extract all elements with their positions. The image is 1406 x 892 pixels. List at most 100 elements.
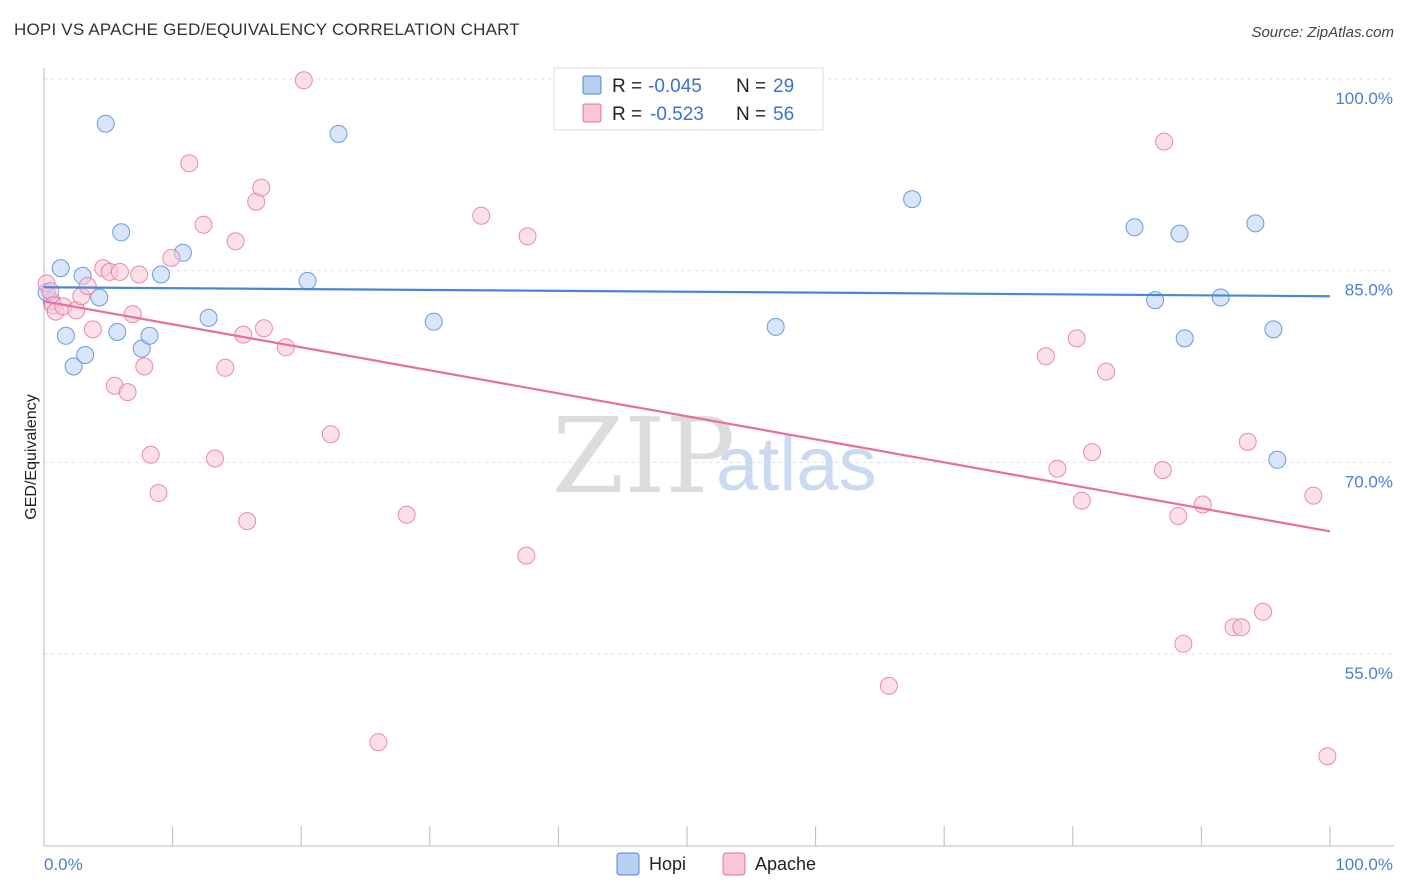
legend-apache-r-value: -0.523 (650, 104, 704, 125)
y-axis-label: GED/Equivalency (23, 394, 40, 519)
legend-apache-n-value: 56 (773, 104, 794, 125)
apache-point-23 (216, 358, 235, 377)
hopi-point-12 (152, 265, 170, 284)
series-hopi (37, 114, 1287, 469)
hopi-point-16 (329, 124, 348, 143)
apache-point-17 (141, 445, 160, 464)
apache-point-54 (1304, 486, 1323, 505)
apache-point-22 (206, 449, 224, 468)
apache-point-28 (252, 178, 271, 197)
apache-point-7 (78, 277, 97, 295)
x-ticks (172, 826, 1331, 846)
apache-point-42 (1072, 491, 1091, 510)
apache-point-36 (517, 546, 536, 565)
legend-apache-n-label: N = (736, 104, 766, 125)
hopi-point-24 (1211, 288, 1230, 307)
apache-point-47 (1169, 507, 1188, 525)
apache-point-13 (118, 383, 137, 402)
x-tick-label-0: 0.0% (44, 855, 83, 874)
hopi-trend-line (43, 286, 1331, 298)
apache-point-15 (130, 265, 149, 284)
trend-lines (43, 286, 1331, 533)
apache-point-21 (194, 215, 213, 234)
hopi-point-14 (199, 308, 218, 327)
legend-hopi-n-label: N = (736, 76, 766, 97)
hopi-point-26 (1264, 320, 1283, 339)
legend: R = -0.045 N = 29 R = -0.523 N = 56 (553, 67, 824, 131)
hopi-point-1 (51, 259, 70, 278)
apache-point-35 (472, 206, 491, 225)
x-tick-labels: 0.0% 100.0% (44, 855, 1393, 874)
watermark-atlas: atlas (716, 422, 877, 507)
apache-point-8 (83, 320, 102, 339)
apache-point-29 (254, 319, 273, 338)
y-tick-label-1: 85.0% (1345, 281, 1393, 300)
apache-point-20 (180, 154, 199, 173)
hopi-point-20 (1125, 218, 1144, 237)
bottom-legend: Hopi Apache (616, 852, 816, 876)
hopi-point-2 (56, 326, 75, 345)
apache-point-37 (518, 227, 537, 246)
hopi-point-11 (140, 326, 159, 345)
hopi-point-17 (424, 312, 443, 331)
apache-point-30 (276, 338, 295, 357)
apache-point-51 (1232, 618, 1251, 637)
apache-point-48 (1174, 634, 1193, 653)
apache-point-25 (234, 325, 253, 344)
hopi-point-8 (108, 323, 127, 341)
apache-point-39 (1036, 347, 1055, 366)
legend-hopi-swatch (582, 75, 602, 95)
legend-apache-r-label: R = (612, 104, 642, 125)
apache-point-32 (321, 425, 340, 444)
gridlines (44, 78, 1394, 655)
bottom-legend-hopi-label: Hopi (649, 854, 686, 874)
y-tick-label-2: 70.0% (1345, 472, 1393, 491)
apache-point-24 (226, 232, 245, 251)
apache-point-19 (162, 248, 181, 267)
apache-point-46 (1153, 461, 1172, 479)
legend-hopi-r-value: -0.045 (648, 76, 702, 97)
hopi-point-3 (64, 357, 83, 376)
hopi-point-19 (903, 190, 922, 209)
hopi-point-7 (96, 114, 115, 133)
apache-point-45 (1155, 132, 1174, 151)
hopi-point-23 (1175, 329, 1194, 348)
chart-title: HOPI VS APACHE GED/EQUIVALENCY CORRELATI… (14, 20, 520, 39)
hopi-point-25 (1246, 214, 1265, 233)
apache-trend-line (43, 300, 1331, 533)
hopi-point-6 (90, 288, 109, 307)
legend-hopi-n-value: 29 (773, 76, 794, 97)
x-tick-label-1: 100.0% (1335, 855, 1393, 874)
bottom-legend-apache-swatch (722, 852, 746, 876)
apache-point-14 (123, 305, 142, 324)
apache-point-26 (238, 512, 257, 531)
apache-point-31 (294, 71, 313, 90)
apache-point-44 (1097, 362, 1116, 381)
apache-point-18 (149, 484, 168, 502)
hopi-point-15 (298, 271, 317, 290)
apache-point-43 (1083, 443, 1102, 462)
legend-hopi-r-label: R = (612, 76, 642, 97)
hopi-point-9 (112, 223, 131, 242)
legend-apache-swatch (582, 103, 602, 123)
apache-point-41 (1067, 329, 1086, 348)
axes (43, 68, 1394, 847)
apache-point-55 (1318, 747, 1337, 766)
watermark-zip: ZIP (552, 395, 735, 517)
apache-point-52 (1238, 432, 1257, 451)
apache-point-16 (135, 357, 154, 376)
source-label: Source: ZipAtlas.com (1251, 24, 1394, 41)
apache-point-12 (110, 262, 129, 281)
hopi-point-22 (1170, 224, 1189, 243)
y-tick-label-0: 100.0% (1335, 89, 1393, 108)
hopi-point-18 (766, 317, 785, 336)
hopi-point-27 (1268, 450, 1287, 469)
bottom-legend-hopi-swatch (616, 852, 640, 876)
hopi-point-5 (76, 346, 95, 364)
apache-point-40 (1048, 459, 1067, 478)
apache-point-38 (879, 676, 898, 695)
apache-point-53 (1254, 602, 1273, 621)
apache-point-34 (397, 505, 416, 524)
apache-point-33 (369, 733, 388, 752)
